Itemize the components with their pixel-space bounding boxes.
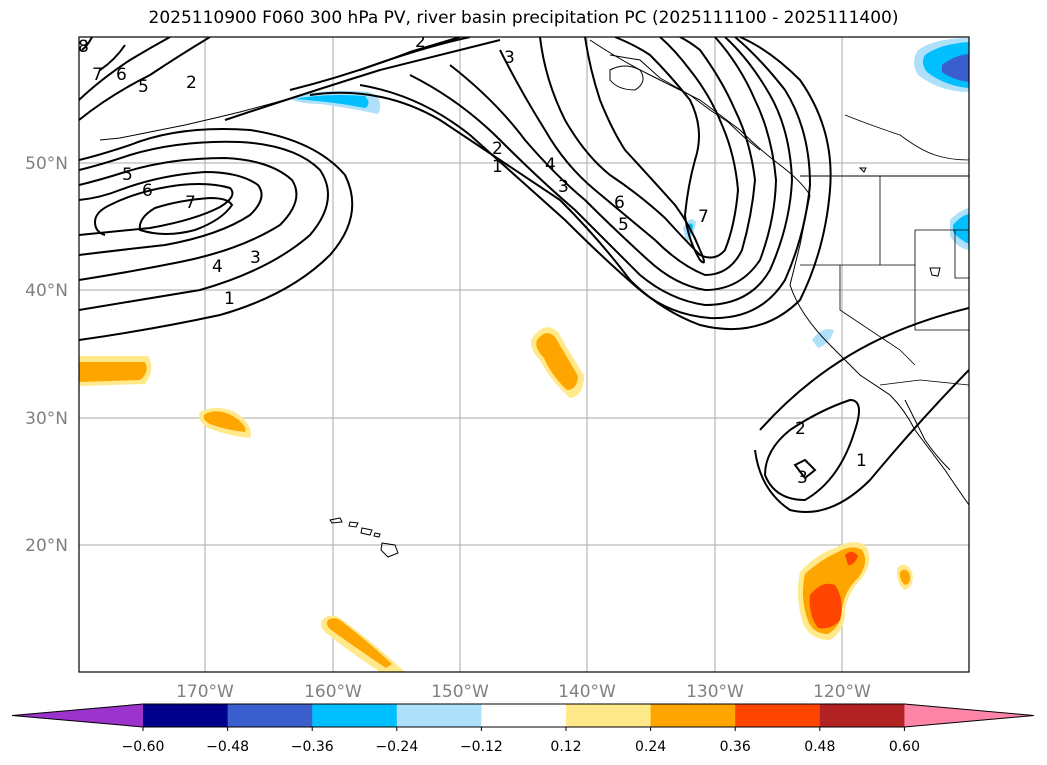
contour-label: 5 xyxy=(618,215,629,235)
lon-label: 170°W xyxy=(176,682,234,702)
colorbar-tick-label: −0.36 xyxy=(291,739,334,755)
colorbar-segment xyxy=(735,704,821,727)
colorbar-segment xyxy=(227,704,313,727)
contour-label: 6 xyxy=(142,181,153,201)
colorbar-segment xyxy=(396,704,482,727)
lon-label: 120°W xyxy=(813,682,871,702)
lon-label: 140°W xyxy=(558,682,616,702)
colorbar-tick-label: −0.24 xyxy=(375,739,418,755)
lat-label: 30°N xyxy=(25,409,68,429)
lat-label: 20°N xyxy=(25,536,68,556)
contour-label: 3 xyxy=(250,248,261,268)
colorbar-tick-label: 0.12 xyxy=(550,739,581,755)
contour-label: 2 xyxy=(415,32,426,52)
colorbar: −0.60 −0.48 −0.36 −0.24 −0.12 0.12 0.24 0.36 0.4… xyxy=(11,703,1035,755)
lon-labels: 170°W 160°W 150°W 140°W 130°W 120°W xyxy=(176,682,871,702)
colorbar-segment xyxy=(650,704,736,727)
contour-label: 2 xyxy=(795,419,806,439)
colorbar-tick-label: −0.12 xyxy=(460,739,503,755)
lon-label: 150°W xyxy=(431,682,489,702)
map-panel: 1 2 3 4 5 6 7 8 1 2 3 4 5 6 7 1 2 3 5 6 … xyxy=(78,32,969,672)
lat-label: 50°N xyxy=(25,154,68,174)
contour-label: 2 xyxy=(492,139,503,159)
contour-label: 3 xyxy=(504,48,515,68)
coastlines xyxy=(99,39,969,558)
colorbar-segment xyxy=(143,704,229,727)
colorbar-tick-label: 0.48 xyxy=(804,739,835,755)
contour-label: 7 xyxy=(185,193,196,213)
contour-label: 1 xyxy=(856,451,867,471)
precip-fills xyxy=(79,38,969,672)
contour-label: 4 xyxy=(545,155,556,175)
contour-label: 5 xyxy=(138,77,149,97)
contour-label: 3 xyxy=(797,468,808,488)
contour-label: 1 xyxy=(492,157,503,177)
colorbar-tick-label: 0.60 xyxy=(889,739,920,755)
colorbar-segment xyxy=(481,704,567,727)
colorbar-segment xyxy=(312,704,398,727)
contour-label: 6 xyxy=(614,193,625,213)
colorbar-segment xyxy=(819,704,905,727)
colorbar-segment xyxy=(566,704,652,727)
colorbar-tick-label: 0.24 xyxy=(635,739,666,755)
contour-label: 8 xyxy=(78,37,89,57)
colorbar-tick-label: −0.48 xyxy=(206,739,249,755)
contour-label: 7 xyxy=(92,65,103,85)
contour-label: 5 xyxy=(122,165,133,185)
map-title: 2025110900 F060 300 hPa PV, river basin … xyxy=(148,8,899,28)
contour-labels: 1 2 3 4 5 6 7 8 1 2 3 4 5 6 7 1 2 3 5 6 … xyxy=(78,32,867,488)
contour-label: 1 xyxy=(224,289,235,309)
contour-label: 7 xyxy=(698,207,709,227)
map-frame xyxy=(78,36,970,673)
lat-label: 40°N xyxy=(25,281,68,301)
colorbar-tick-label: −0.60 xyxy=(122,739,165,755)
contour-label: 3 xyxy=(558,177,569,197)
colorbar-extend-min xyxy=(12,704,143,727)
contour-label: 4 xyxy=(212,257,223,277)
lat-labels: 50°N 40°N 30°N 20°N xyxy=(25,154,68,556)
contour-label: 2 xyxy=(186,73,197,93)
colorbar-extend-max xyxy=(904,704,1034,727)
contour-label: 6 xyxy=(116,65,127,85)
colorbar-tick-label: 0.36 xyxy=(720,739,751,755)
lon-label: 130°W xyxy=(686,682,744,702)
lon-label: 160°W xyxy=(304,682,362,702)
pv-contours xyxy=(79,37,969,513)
